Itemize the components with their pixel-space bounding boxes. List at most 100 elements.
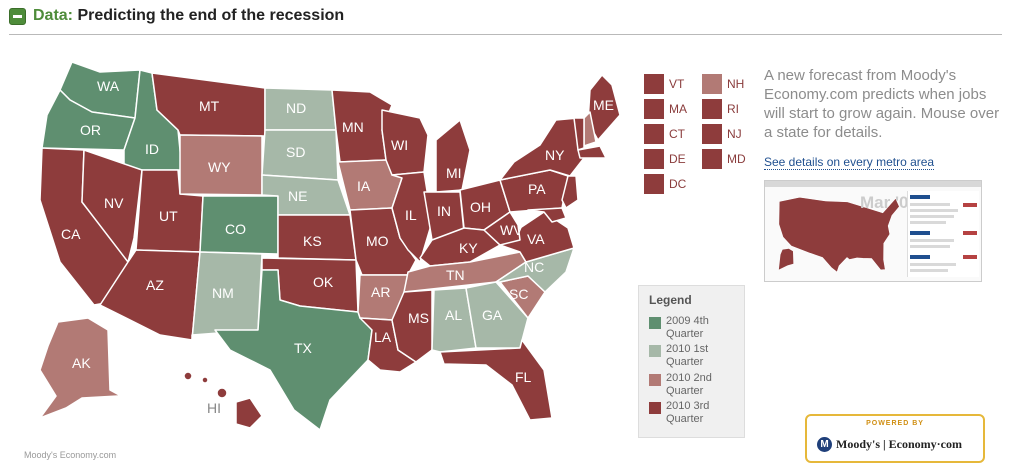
label-mt: MT bbox=[199, 98, 220, 114]
collapse-button[interactable] bbox=[9, 7, 26, 25]
state-va[interactable] bbox=[499, 211, 575, 263]
label-ms: MS bbox=[408, 310, 429, 326]
state-nj[interactable] bbox=[561, 175, 579, 209]
legend-label: 2010 2nd Quarter bbox=[666, 372, 712, 397]
header: Data: Predicting the end of the recessio… bbox=[9, 4, 344, 28]
metro-details-link[interactable]: See details on every metro area bbox=[764, 155, 935, 170]
metro-map-thumbnail[interactable]: Mar '09 bbox=[764, 180, 982, 282]
label-ks: KS bbox=[303, 233, 322, 249]
small-state-md-code: MD bbox=[727, 152, 746, 166]
label-or: OR bbox=[80, 122, 101, 138]
title-prefix: Data: bbox=[33, 7, 74, 24]
small-state-vt[interactable]: VT bbox=[644, 74, 684, 94]
legend-swatch bbox=[649, 317, 661, 329]
legend-label: 2009 4th Quarter bbox=[666, 315, 709, 340]
small-state-ri[interactable]: RI bbox=[702, 99, 739, 119]
state-wv[interactable] bbox=[483, 211, 521, 246]
small-state-vt-code: VT bbox=[669, 77, 685, 91]
label-nm: NM bbox=[212, 285, 234, 301]
label-oh: OH bbox=[470, 199, 491, 215]
powered-by-brand: Moody's | Economy·com bbox=[836, 437, 962, 451]
legend-item: 2010 1st Quarter bbox=[649, 343, 732, 369]
state-ny[interactable] bbox=[499, 117, 585, 181]
legend-swatch bbox=[649, 374, 661, 386]
small-state-dc[interactable]: DC bbox=[644, 174, 686, 194]
legend-title: Legend bbox=[649, 293, 692, 307]
small-state-nh-code: NH bbox=[727, 77, 745, 91]
label-wv: WV bbox=[500, 222, 523, 238]
state-vt[interactable] bbox=[573, 117, 585, 151]
label-ar: AR bbox=[371, 284, 390, 300]
state-nv[interactable] bbox=[81, 149, 143, 263]
label-ia: IA bbox=[357, 178, 371, 194]
small-state-de-code: DE bbox=[669, 152, 686, 166]
source-credit: Moody's Economy.com bbox=[24, 450, 117, 460]
state-ms[interactable] bbox=[391, 289, 433, 363]
legend-item: 2010 3rd Quarter bbox=[649, 400, 732, 426]
label-tn: TN bbox=[446, 267, 465, 283]
label-ga: GA bbox=[482, 307, 503, 323]
legend-swatch bbox=[649, 402, 661, 414]
state-hi[interactable] bbox=[235, 397, 263, 429]
label-pa: PA bbox=[528, 181, 546, 197]
description: A new forecast from Moody's Economy.com … bbox=[764, 67, 1000, 141]
label-fl: FL bbox=[515, 369, 532, 385]
small-state-dc-code: DC bbox=[669, 177, 687, 191]
title-text: Predicting the end of the recession bbox=[77, 7, 345, 24]
state-mi[interactable] bbox=[435, 119, 471, 193]
state-md[interactable] bbox=[527, 207, 567, 223]
thumbnail-year: Mar '09 bbox=[860, 193, 918, 212]
state-hi-islet[interactable] bbox=[183, 371, 193, 381]
label-mo: MO bbox=[366, 233, 389, 249]
label-sc: SC bbox=[509, 286, 528, 302]
label-id: ID bbox=[145, 141, 159, 157]
legend: Legend 2009 4th Quarter 2010 1st Quarter… bbox=[638, 285, 745, 438]
state-hi-islet[interactable] bbox=[216, 387, 228, 399]
label-nc: NC bbox=[524, 259, 544, 275]
small-state-de[interactable]: DE bbox=[644, 149, 686, 169]
state-ma[interactable] bbox=[577, 145, 607, 159]
label-ky: KY bbox=[459, 240, 478, 256]
small-state-nj-code: NJ bbox=[727, 127, 742, 141]
state-fl[interactable] bbox=[439, 339, 553, 421]
label-in: IN bbox=[437, 203, 451, 219]
legend-label: 2010 1st Quarter bbox=[666, 343, 709, 368]
label-al: AL bbox=[445, 307, 462, 323]
state-al[interactable] bbox=[431, 287, 477, 353]
state-tx[interactable] bbox=[214, 269, 373, 431]
us-map: WA OR ID CO TX ND SD NE NM NC AL GA WY I… bbox=[39, 61, 621, 431]
thumbnail-sidebar bbox=[907, 191, 979, 277]
powered-by-badge[interactable]: POWERED BY M Moody's | Economy·com bbox=[805, 414, 985, 463]
moodys-logo-icon: M bbox=[817, 437, 832, 452]
label-ok: OK bbox=[313, 274, 334, 290]
label-il: IL bbox=[405, 207, 417, 223]
legend-label: 2010 3rd Quarter bbox=[666, 400, 710, 425]
label-ak: AK bbox=[72, 355, 91, 371]
legend-item: 2009 4th Quarter bbox=[649, 315, 732, 341]
small-state-md[interactable]: MD bbox=[702, 149, 746, 169]
small-state-ct-code: CT bbox=[669, 127, 685, 141]
small-state-ct[interactable]: CT bbox=[644, 124, 685, 144]
small-state-nj[interactable]: NJ bbox=[702, 124, 742, 144]
small-state-nh[interactable]: NH bbox=[702, 74, 744, 94]
thumbnail-map bbox=[778, 196, 900, 273]
title-divider bbox=[9, 34, 1002, 35]
label-ut: UT bbox=[159, 208, 178, 224]
label-az: AZ bbox=[146, 277, 164, 293]
label-me: ME bbox=[593, 97, 614, 113]
page-title: Data: Predicting the end of the recessio… bbox=[33, 7, 344, 25]
small-state-ri-code: RI bbox=[727, 102, 739, 116]
small-state-ma[interactable]: MA bbox=[644, 99, 687, 119]
state-il[interactable] bbox=[391, 171, 433, 263]
label-wi: WI bbox=[391, 137, 408, 153]
label-co: CO bbox=[225, 221, 246, 237]
label-wa: WA bbox=[97, 78, 120, 94]
state-ga[interactable] bbox=[465, 281, 529, 349]
state-ak[interactable] bbox=[39, 317, 133, 419]
legend-swatch bbox=[649, 345, 661, 357]
label-nd: ND bbox=[286, 100, 306, 116]
state-hi-islet[interactable] bbox=[201, 376, 209, 384]
small-state-ma-code: MA bbox=[669, 102, 687, 116]
label-la: LA bbox=[374, 329, 392, 345]
powered-by-label: POWERED BY bbox=[866, 420, 924, 427]
